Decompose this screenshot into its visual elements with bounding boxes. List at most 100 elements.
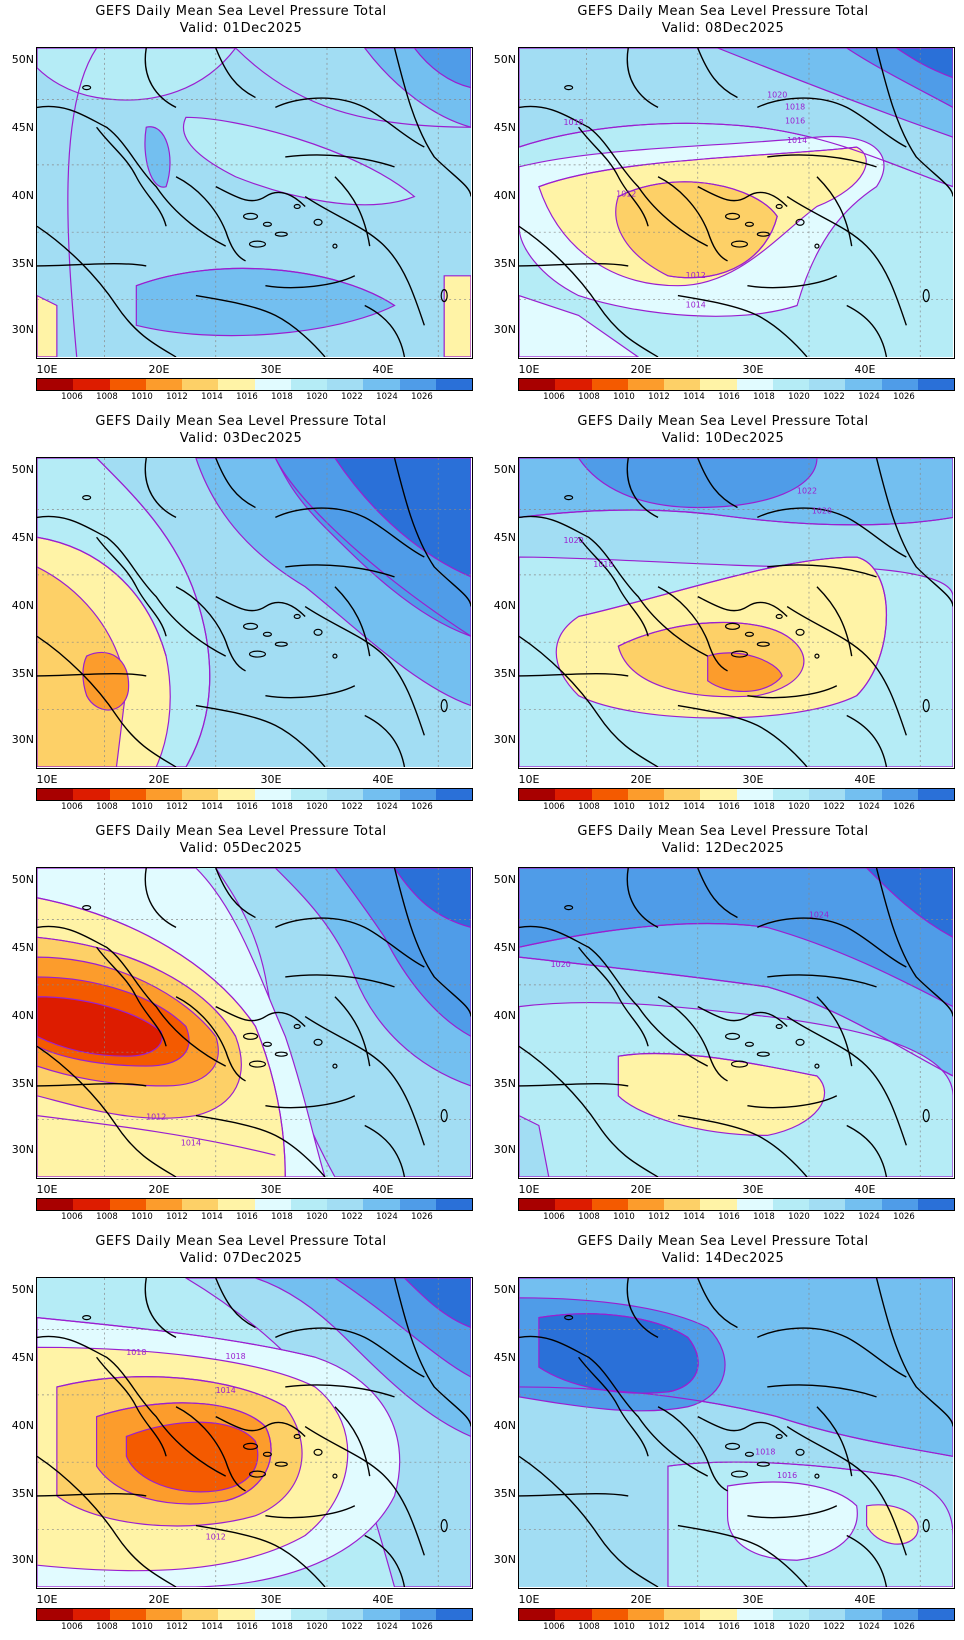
colorbar-label: 1020 xyxy=(306,802,328,812)
colorbar-label: 1026 xyxy=(411,392,433,402)
island-outline xyxy=(775,1023,783,1030)
coastline xyxy=(657,996,728,1082)
lat-tick-label: 30N xyxy=(493,1553,516,1566)
island-outline xyxy=(814,1063,820,1069)
colorbar-label: 1008 xyxy=(96,802,118,812)
colorbar-swatch xyxy=(664,1199,701,1210)
colorbar-swatch xyxy=(845,1199,882,1210)
isobar-label: 1018 xyxy=(593,560,613,569)
lat-tick-label: 40N xyxy=(11,599,34,612)
pressure-contour-region xyxy=(866,1504,919,1545)
island-outline xyxy=(744,1041,754,1047)
isobar-line xyxy=(235,48,471,128)
coastline xyxy=(747,1505,838,1519)
coastline xyxy=(37,263,147,267)
isobar-line xyxy=(96,1402,272,1502)
colorbar-label: 1020 xyxy=(788,802,810,812)
island-outline xyxy=(922,699,930,713)
lon-tick-label: 10E xyxy=(36,1593,58,1606)
coastline xyxy=(657,586,728,672)
map-panel: GEFS Daily Mean Sea Level Pressure Total… xyxy=(0,0,482,410)
colorbar-swatch xyxy=(809,379,846,390)
colorbar-swatch xyxy=(73,1199,110,1210)
coastline xyxy=(757,507,907,558)
coastline xyxy=(846,714,888,767)
colorbar-swatch xyxy=(555,1199,592,1210)
colorbar-swatch xyxy=(809,789,846,800)
colorbar-swatch xyxy=(591,1609,628,1620)
colorbar-label: 1022 xyxy=(823,392,845,402)
lat-tick-label: 50N xyxy=(11,873,34,886)
pressure-map: 1020 1018 1018 1016 1014 1012 1012 1014 xyxy=(518,47,955,359)
colorbar-swatch xyxy=(145,379,182,390)
colorbar-swatch xyxy=(881,789,918,800)
colorbar-swatch xyxy=(917,379,954,390)
panel-valid-date: Valid: 07Dec2025 xyxy=(179,1251,303,1266)
coastline xyxy=(816,996,853,1067)
island-outline xyxy=(274,1461,288,1467)
lon-tick-label: 40E xyxy=(854,773,876,786)
lat-tick-label: 30N xyxy=(493,323,516,336)
coastline xyxy=(767,974,877,988)
coastline xyxy=(677,704,808,767)
island-outline xyxy=(332,653,338,659)
lon-tick-label: 30E xyxy=(742,1183,764,1196)
colorbar-swatch xyxy=(700,789,737,800)
lon-tick-label: 30E xyxy=(260,1593,282,1606)
colorbar-swatch xyxy=(145,1609,182,1620)
isobar-line xyxy=(618,1052,818,1077)
colorbar-swatch xyxy=(435,1609,472,1620)
island-outline xyxy=(274,231,288,237)
colorbar xyxy=(518,1198,955,1211)
coastline xyxy=(275,1327,425,1378)
lon-tick-label: 10E xyxy=(36,1183,58,1196)
colorbar-swatch xyxy=(218,1199,255,1210)
pressure-map xyxy=(36,457,473,769)
coastline xyxy=(364,304,406,357)
colorbar-swatch xyxy=(591,1199,628,1210)
coastline xyxy=(677,294,808,357)
map-panel: GEFS Daily Mean Sea Level Pressure Total… xyxy=(0,1230,482,1640)
pressure-contour-region xyxy=(443,275,471,357)
lon-tick-label: 40E xyxy=(854,363,876,376)
colorbar-swatch xyxy=(218,379,255,390)
colorbar-label: 1012 xyxy=(166,392,188,402)
isobar-line xyxy=(519,956,953,1077)
island-outline xyxy=(795,1448,805,1456)
colorbar-swatch xyxy=(519,1199,556,1210)
isobar-label: 1018 xyxy=(126,1348,146,1357)
lat-tick-label: 35N xyxy=(11,1487,34,1500)
colorbar-swatch xyxy=(37,789,74,800)
colorbar-swatch xyxy=(73,789,110,800)
coastline xyxy=(334,996,371,1067)
pressure-contour-region xyxy=(519,294,640,357)
coastline xyxy=(175,176,246,262)
colorbar-swatch xyxy=(109,379,146,390)
coastline xyxy=(96,1356,167,1457)
colorbar-swatch xyxy=(290,1609,327,1620)
lat-tick-label: 35N xyxy=(11,257,34,270)
colorbar-label: 1026 xyxy=(411,1622,433,1632)
colorbar-label: 1024 xyxy=(858,1212,880,1222)
lon-tick-label: 20E xyxy=(148,1593,170,1606)
coastline xyxy=(626,1278,659,1339)
coastline xyxy=(144,458,177,519)
pressure-contour-region xyxy=(403,1278,471,1329)
colorbar-swatch xyxy=(37,1609,74,1620)
colorbar-label: 1024 xyxy=(376,1622,398,1632)
coastline xyxy=(626,458,659,519)
colorbar-swatch xyxy=(363,789,400,800)
isobar-label: 1018 xyxy=(785,102,805,111)
island-outline xyxy=(775,1433,783,1440)
coastline xyxy=(334,176,371,247)
colorbar-label: 1016 xyxy=(236,1212,258,1222)
colorbar-swatch xyxy=(627,789,664,800)
colorbar-swatch xyxy=(917,1199,954,1210)
colorbar-swatch xyxy=(73,379,110,390)
coastline xyxy=(37,1335,227,1477)
lon-tick-label: 20E xyxy=(630,363,652,376)
pressure-contour-region xyxy=(144,126,171,188)
coastline xyxy=(175,586,246,672)
coastline xyxy=(875,48,953,197)
island-outline xyxy=(744,1451,754,1457)
